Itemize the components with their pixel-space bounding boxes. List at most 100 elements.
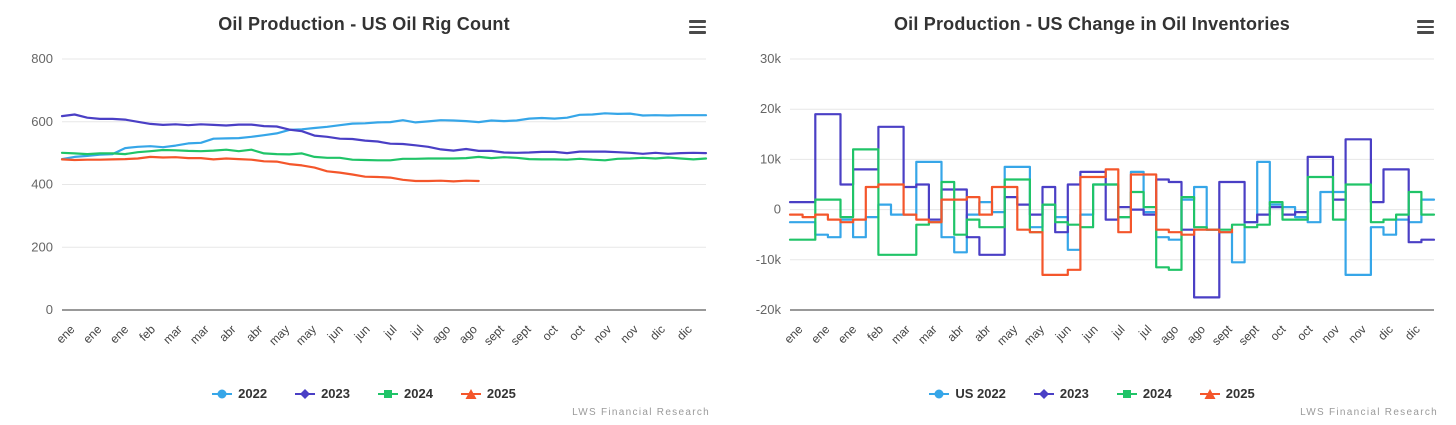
- x-tick-label: jul: [407, 322, 426, 341]
- x-tick-label: nov: [617, 322, 641, 346]
- x-tick-label: abr: [944, 322, 966, 344]
- chart-title: Oil Production - US Oil Rig Count: [218, 14, 510, 34]
- menu-bar: [689, 25, 706, 29]
- x-tick-label: ene: [80, 322, 104, 346]
- x-tick-label: feb: [864, 322, 886, 344]
- menu-bar: [1417, 25, 1434, 29]
- x-tick-label: may: [1021, 322, 1047, 348]
- legend-label: 2022: [238, 386, 268, 401]
- y-tick-label: 400: [31, 177, 53, 192]
- y-tick-label: 30k: [760, 51, 781, 66]
- triangle-marker-icon: [460, 388, 481, 399]
- x-tick-label: ago: [1157, 322, 1181, 346]
- y-tick-label: 0: [46, 302, 53, 317]
- x-tick-label: dic: [647, 322, 668, 343]
- x-tick-label: ago: [429, 322, 453, 346]
- legend: 2022 2023 2024 2025: [0, 386, 728, 401]
- diamond-marker-icon: [1033, 388, 1054, 399]
- x-tick-label: dic: [1375, 322, 1396, 343]
- x-tick-label: nov: [1345, 322, 1369, 346]
- legend-item-2025[interactable]: 2025: [460, 386, 516, 401]
- x-tick-label: mar: [187, 322, 212, 347]
- series-line-2024: [60, 148, 708, 162]
- legend: US 2022 2023 2024 2025: [728, 386, 1456, 401]
- x-tick-label: mar: [888, 322, 913, 347]
- x-tick-label: may: [994, 322, 1020, 348]
- legend-item-2023[interactable]: 2023: [1033, 386, 1089, 401]
- x-tick-label: ene: [53, 322, 77, 346]
- x-tick-label: ene: [781, 322, 805, 346]
- x-tick-label: jul: [1135, 322, 1154, 341]
- series-line-us-2022: [788, 160, 1436, 276]
- x-tick-label: abr: [971, 322, 993, 344]
- series-line-2025: [788, 168, 1234, 276]
- series-line-2023: [788, 113, 1436, 299]
- credits-label: LWS Financial Research: [1300, 407, 1438, 418]
- legend-item-2024[interactable]: 2024: [378, 386, 433, 401]
- x-tick-label: nov: [591, 322, 615, 346]
- hamburger-menu-icon[interactable]: [689, 20, 706, 34]
- triangle-marker-icon: [1199, 388, 1220, 399]
- square-marker-icon: [1116, 389, 1137, 398]
- series-line-2024: [788, 148, 1436, 271]
- series-line-2023: [60, 113, 708, 155]
- legend-item-2024[interactable]: 2024: [1116, 386, 1172, 401]
- x-tick-label: sept: [1236, 322, 1262, 348]
- x-tick-label: sept: [1209, 322, 1235, 348]
- x-tick-label: mar: [915, 322, 940, 347]
- legend-item-2022[interactable]: 2022: [212, 386, 267, 401]
- x-tick-label: jun: [1079, 322, 1101, 344]
- legend-item-2025[interactable]: 2025: [1199, 386, 1255, 401]
- x-tick-label: ago: [1184, 322, 1208, 346]
- x-tick-label: may: [293, 322, 319, 348]
- menu-bar: [689, 20, 706, 23]
- legend-label: 2025: [486, 386, 516, 401]
- circle-marker-icon: [212, 389, 233, 398]
- x-tick-label: oct: [566, 322, 588, 344]
- menu-bar: [1417, 31, 1434, 34]
- menu-bar: [689, 31, 706, 34]
- x-tick-label: oct: [1267, 322, 1289, 344]
- circle-marker-icon: [929, 389, 950, 398]
- x-tick-label: ago: [456, 322, 480, 346]
- x-tick-label: feb: [136, 322, 158, 344]
- x-tick-label: jun: [324, 322, 346, 344]
- x-tick-label: jul: [380, 322, 399, 341]
- x-tick-label: oct: [539, 322, 561, 344]
- x-tick-label: dic: [674, 322, 695, 343]
- x-tick-label: jun: [351, 322, 373, 344]
- x-tick-label: oct: [1294, 322, 1316, 344]
- legend-label: 2025: [1225, 386, 1255, 401]
- y-tick-label: -20k: [756, 302, 782, 317]
- legend-label: 2023: [321, 386, 350, 401]
- x-tick-label: abr: [216, 322, 238, 344]
- legend-item-us-2022[interactable]: US 2022: [929, 386, 1006, 401]
- credits-label: LWS Financial Research: [572, 407, 710, 418]
- chart-card-rig-count: 0 200 400 600 800 ene ene ene feb mar mar abr abr may…: [0, 14, 728, 418]
- x-tick-label: nov: [1319, 322, 1343, 346]
- y-tick-label: 600: [31, 114, 53, 129]
- y-tick-label: 0: [774, 202, 781, 217]
- x-tick-label: jun: [1052, 322, 1074, 344]
- hamburger-menu-icon[interactable]: [1417, 20, 1434, 34]
- legend-item-2023[interactable]: 2023: [295, 386, 350, 401]
- x-tick-label: abr: [243, 322, 265, 344]
- x-tick-label: sept: [481, 322, 507, 348]
- y-tick-label: 800: [31, 51, 53, 66]
- menu-bar: [1417, 20, 1434, 23]
- square-marker-icon: [378, 389, 398, 398]
- legend-label: US 2022: [955, 386, 1006, 401]
- x-tick-label: mar: [160, 322, 185, 347]
- y-tick-label: 200: [31, 239, 53, 254]
- x-tick-label: jul: [1108, 322, 1127, 341]
- x-tick-label: dic: [1402, 322, 1423, 343]
- series-line-2022: [60, 112, 708, 161]
- legend-label: 2024: [404, 386, 433, 401]
- x-tick-label: ene: [107, 322, 131, 346]
- y-tick-label: -10k: [756, 252, 782, 267]
- series-line-2025: [60, 155, 480, 183]
- legend-label: 2023: [1059, 386, 1089, 401]
